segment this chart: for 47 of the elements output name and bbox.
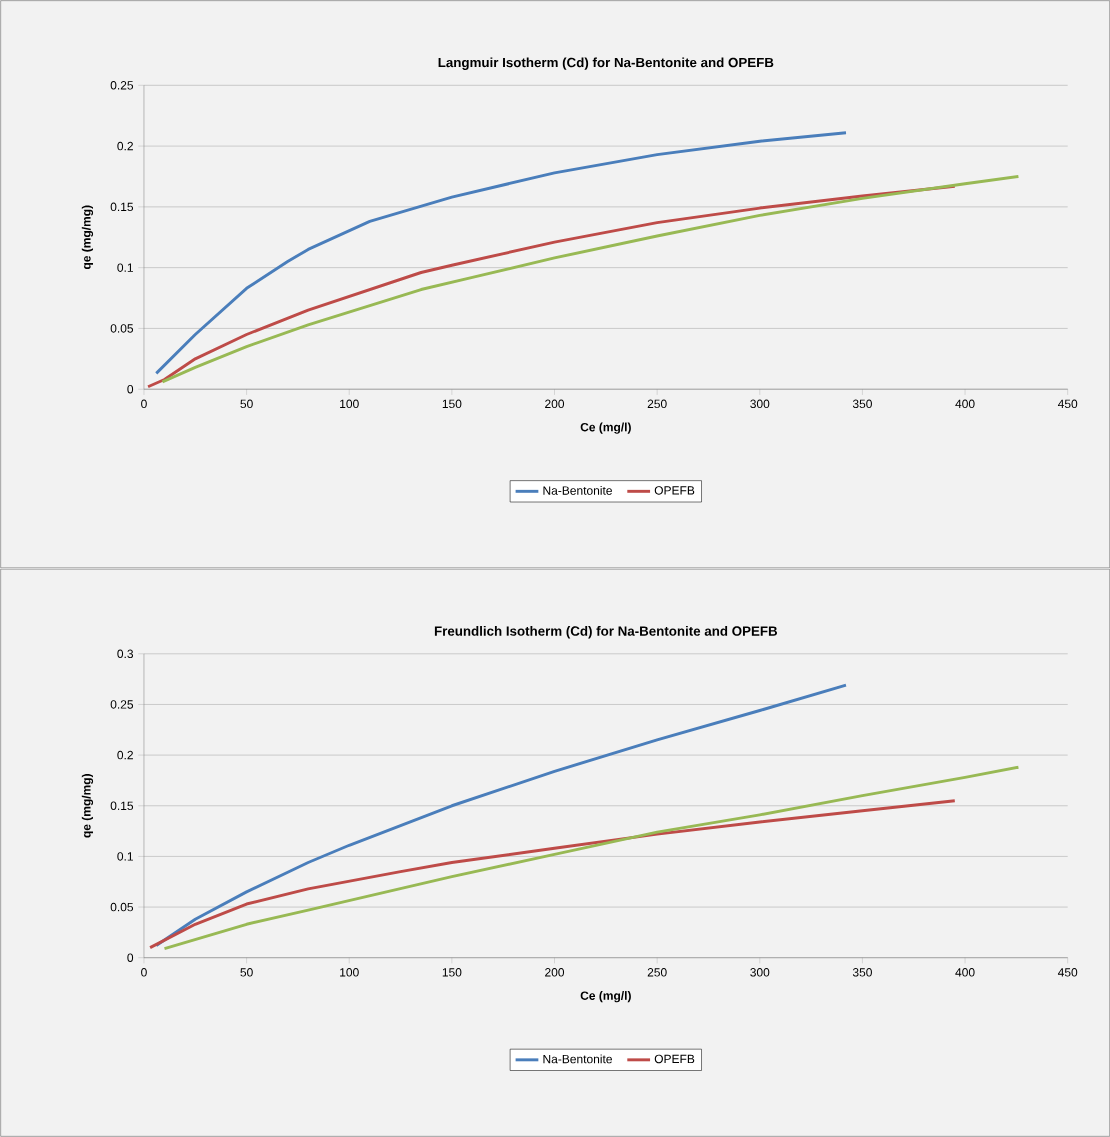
x-tick-label: 400 — [955, 399, 975, 409]
y-axis-title: qe (mg/mg) — [81, 774, 93, 838]
y-tick-label: 0.15 — [110, 202, 133, 212]
y-tick-label: 0.2 — [117, 141, 133, 151]
x-tick-label: 250 — [647, 399, 667, 409]
y-tick-label: 0 — [127, 953, 133, 962]
y-tick-label: 0.1 — [117, 852, 133, 861]
x-tick-label: 50 — [240, 399, 253, 409]
y-tick-label: 0.1 — [117, 263, 133, 272]
y-tick-label: 0.05 — [110, 902, 133, 912]
y-tick-label: 0 — [127, 384, 133, 394]
x-tick-label: 350 — [852, 399, 872, 409]
chart-title: Langmuir Isotherm (Cd) for Na-Bentonite and OPEFB — [438, 57, 774, 70]
line-series — [154, 131, 848, 375]
line-series — [162, 765, 1020, 951]
line-series — [148, 799, 957, 950]
y-tick-label: 0.2 — [117, 750, 133, 760]
y-tick-label: 0.15 — [110, 801, 133, 811]
legend-label: OPEFB — [654, 486, 695, 495]
x-tick-label: 0 — [140, 968, 147, 977]
legend-label: Na-Bentonite — [543, 1054, 612, 1064]
x-axis-title: Ce (mg/l) — [580, 422, 631, 434]
x-tick-label: 300 — [750, 399, 770, 409]
y-tick-label: 0.25 — [110, 700, 133, 709]
x-tick-label: 150 — [442, 968, 462, 977]
x-tick-label: 450 — [1057, 399, 1078, 409]
x-tick-label: 0 — [140, 399, 147, 409]
x-tick-label: 100 — [339, 399, 359, 409]
x-axis-title: Ce (mg/l) — [580, 991, 631, 1003]
x-tick-label: 150 — [442, 399, 462, 409]
x-tick-label: 100 — [339, 968, 359, 977]
x-tick-label: 350 — [852, 968, 872, 977]
chart-title: Freundlich Isotherm (Cd) for Na-Bentonite and OPEFB — [434, 626, 777, 639]
x-tick-label: 250 — [647, 968, 667, 977]
x-tick-label: 450 — [1057, 968, 1078, 977]
x-tick-label: 300 — [750, 968, 770, 977]
x-tick-label: 200 — [544, 399, 564, 409]
x-tick-label: 50 — [240, 968, 253, 977]
y-tick-label: 0.05 — [110, 324, 133, 333]
line-series — [154, 683, 848, 948]
y-axis-title: qe (mg/mg) — [81, 205, 93, 270]
y-tick-label: 0.25 — [110, 81, 133, 90]
legend-label: Na-Bentonite — [543, 485, 612, 495]
legend-label: OPEFB — [654, 1054, 695, 1064]
x-tick-label: 400 — [955, 968, 975, 977]
x-tick-label: 200 — [544, 968, 564, 977]
y-tick-label: 0.3 — [117, 649, 133, 659]
